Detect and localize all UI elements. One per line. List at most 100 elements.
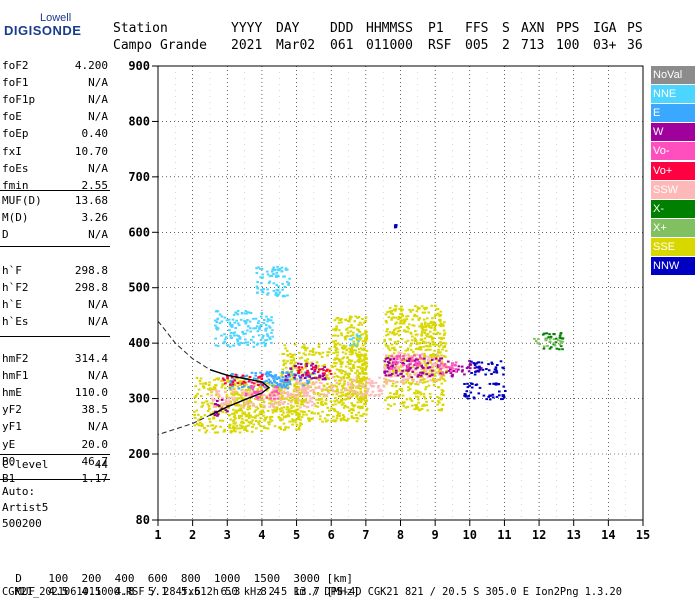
echo-point [257, 266, 260, 269]
echo-point [335, 399, 339, 402]
echo-point [349, 362, 352, 365]
echo-point [350, 324, 353, 327]
echo-point [399, 326, 402, 329]
echo-point [334, 396, 337, 399]
echo-point [281, 368, 285, 371]
echo-point [274, 374, 277, 377]
echo-point [385, 344, 388, 347]
header-value-axn: 713 [521, 38, 545, 53]
echo-point [421, 381, 425, 384]
echo-point [311, 417, 314, 420]
echo-point [432, 384, 436, 387]
echo-point [292, 388, 296, 391]
y-tick-label: 300 [128, 392, 150, 406]
echo-point [326, 390, 330, 393]
echo-point [390, 355, 394, 358]
echo-point [228, 387, 232, 390]
echo-point [405, 318, 409, 321]
echo-point [384, 379, 388, 382]
echo-point [260, 282, 263, 285]
echo-point [254, 416, 257, 419]
echo-point [314, 364, 318, 367]
echo-point [352, 392, 355, 395]
param-name: foF1 [2, 76, 29, 90]
echo-point [254, 420, 258, 422]
echo-point [248, 311, 251, 314]
echo-point [438, 345, 441, 348]
echo-point [533, 337, 536, 340]
echo-point [230, 379, 233, 382]
echo-point [236, 340, 240, 343]
echo-point [424, 367, 428, 370]
param-value: 44 [94, 458, 108, 471]
echo-point [411, 350, 415, 353]
echo-point [306, 362, 310, 365]
echo-point [447, 360, 450, 363]
echo-point [294, 398, 298, 401]
echo-point [340, 378, 343, 381]
echo-point [215, 377, 218, 380]
echo-point [238, 337, 241, 340]
echo-point [319, 393, 323, 396]
echo-point [440, 336, 444, 339]
echo-point [331, 393, 335, 396]
echo-point [431, 375, 434, 378]
echo-point [284, 426, 287, 429]
echo-point [278, 388, 281, 391]
echo-point [431, 373, 434, 376]
echo-point [399, 409, 402, 412]
param-name: yF2 [2, 403, 22, 417]
echo-point [255, 343, 259, 346]
echo-point [214, 425, 218, 428]
echo-point [413, 337, 417, 340]
echo-point [427, 359, 430, 362]
echo-point [233, 414, 237, 417]
echo-point [392, 331, 396, 334]
header-label-pps: PPS [556, 21, 580, 36]
echo-point [390, 343, 394, 346]
echo-point [359, 398, 362, 400]
echo-point [271, 321, 275, 324]
echo-point [433, 326, 437, 329]
echo-point [290, 361, 293, 364]
echo-point [426, 322, 430, 325]
echo-point [399, 402, 403, 405]
echo-point [346, 356, 349, 359]
echo-point [561, 348, 564, 351]
echo-point [424, 397, 427, 400]
echo-point [226, 375, 229, 378]
echo-point [433, 329, 437, 331]
echo-point [350, 411, 353, 414]
echo-point [387, 403, 390, 406]
echo-point [218, 313, 222, 316]
echo-point [272, 289, 276, 292]
header-value-yyyy: 2021 [231, 38, 263, 53]
echo-point [335, 343, 338, 346]
echo-point [282, 390, 286, 393]
echo-point [231, 388, 234, 391]
echo-point [272, 273, 275, 275]
echo-point [424, 349, 428, 351]
echo-point [320, 388, 324, 391]
echo-point [360, 360, 363, 363]
echo-point [426, 361, 430, 364]
echo-point [317, 379, 321, 381]
echo-point [344, 335, 348, 338]
echo-point [275, 284, 278, 287]
echo-point [274, 410, 277, 413]
echo-point [431, 317, 434, 320]
echo-point [275, 271, 279, 274]
x-tick-label: 9 [432, 528, 439, 542]
echo-point [298, 380, 301, 383]
echo-point [413, 359, 417, 362]
echo-point [294, 361, 297, 364]
echo-point [298, 413, 301, 416]
echo-point [480, 361, 484, 364]
echo-point [301, 385, 304, 388]
echo-point [356, 397, 360, 400]
echo-point [321, 375, 324, 378]
echo-point [233, 387, 236, 390]
series-vo [244, 354, 458, 400]
echo-point [243, 404, 246, 407]
echo-point [251, 419, 254, 422]
